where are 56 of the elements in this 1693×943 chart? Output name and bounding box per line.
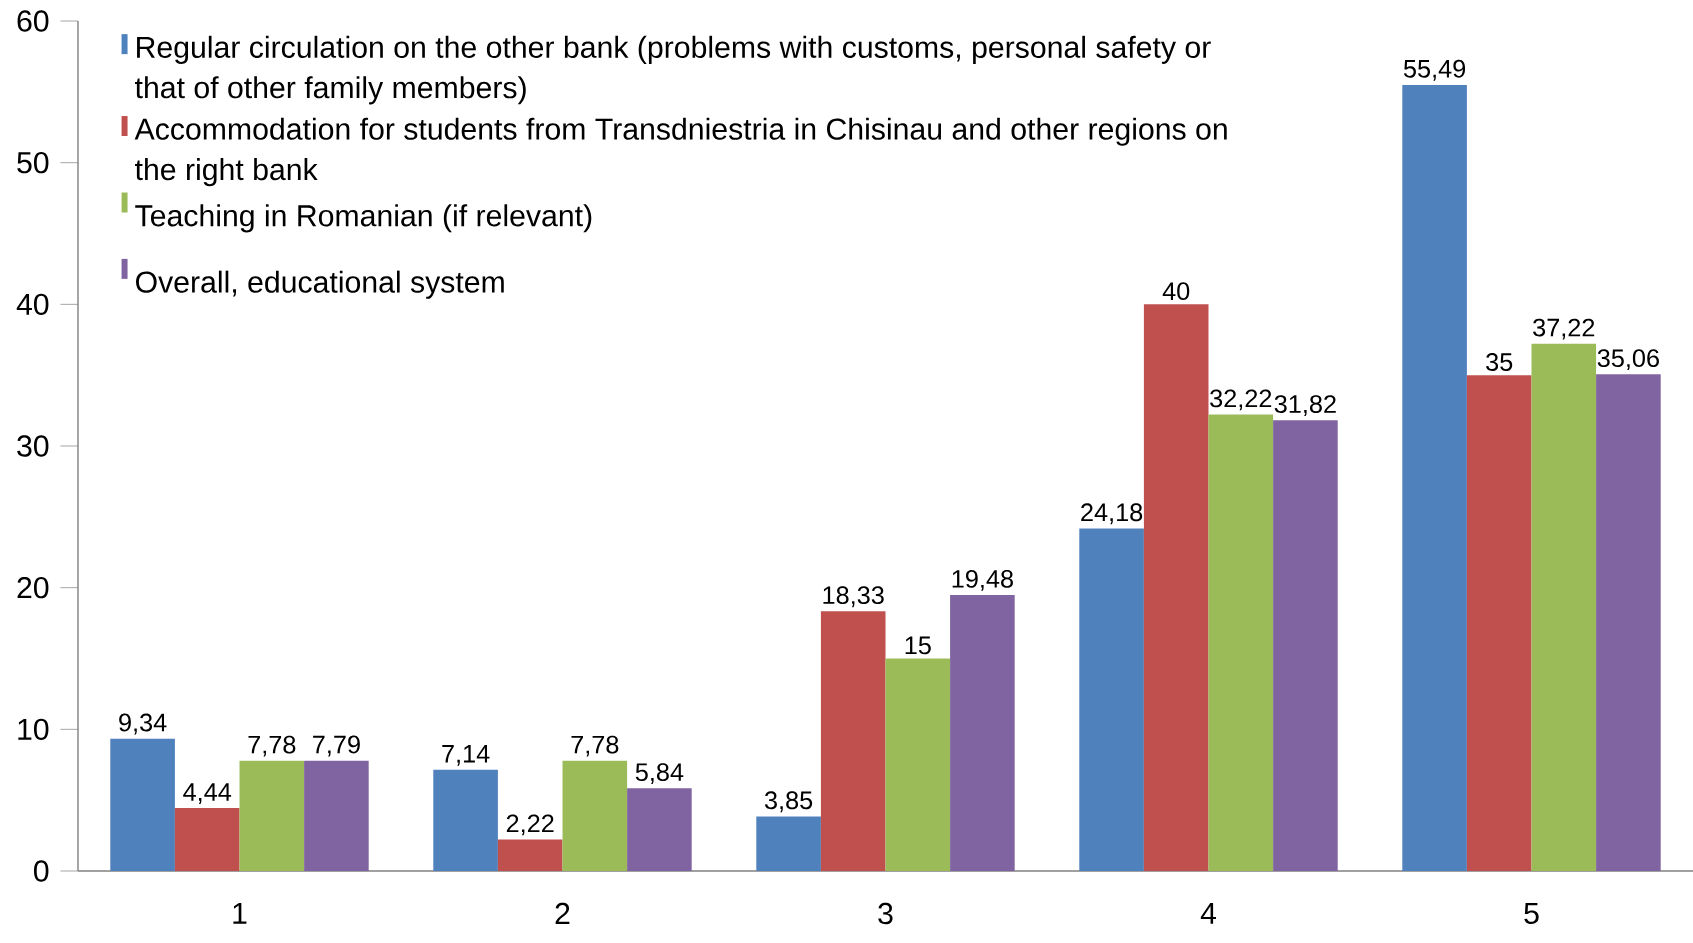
bar [304,760,369,872]
bar [433,769,498,872]
bar [1402,84,1467,872]
bar [110,738,175,872]
data-label: 35,06 [1597,349,1659,371]
bar [174,808,240,872]
data-label: 40 [1162,282,1190,301]
x-tick-label: 3 [878,902,893,925]
y-tick-label: 60 [17,10,49,32]
y-tick-label: 10 [18,718,49,741]
data-label: 7,14 [442,744,490,766]
data-label: 3,85 [764,791,813,813]
data-label: 15 [905,636,931,655]
data-label: 35 [1486,353,1513,371]
x-tick-label: 2 [555,902,570,924]
x-tick-label: 5 [1524,902,1539,924]
data-label: 2,22 [506,814,554,836]
legend-label: Accommodation for students from Transdniestria in Chisinau and other regions on the right bank [134,117,1227,187]
data-label: 9,34 [119,713,167,735]
bar [885,658,951,872]
bar [239,760,305,872]
y-tick-label: 50 [17,151,49,174]
bar [1079,528,1144,872]
bar [627,788,692,872]
legend-label: Overall, educational system [136,270,504,299]
data-label: 7,78 [248,735,296,757]
data-label: 32,22 [1210,389,1272,411]
data-label: 5,84 [635,763,684,785]
data-label: 24,18 [1081,503,1143,525]
x-tick-label: 1 [233,902,247,924]
data-label: 18,33 [823,586,884,608]
bar [950,595,1015,872]
bar [562,760,628,872]
data-label: 7,79 [313,735,360,757]
data-label: 7,78 [571,735,619,757]
y-tick-label: 0 [34,860,49,882]
bar [497,839,563,872]
data-label: 55,49 [1403,59,1466,81]
bar [756,816,821,872]
bar [1273,420,1338,872]
x-tick-label: 4 [1200,902,1217,924]
data-label: 31,82 [1274,395,1336,417]
bar [820,611,886,872]
bar [1531,343,1597,872]
y-tick-label: 40 [16,293,49,316]
data-label: 4,44 [183,783,232,804]
legend-label: Regular circulation on the other bank (problems with customs, personal safety or that of other family members) [135,35,1211,105]
bar [1143,304,1209,872]
y-tick-label: 30 [17,435,49,457]
y-tick-label: 20 [17,576,49,599]
data-label: 19,48 [952,569,1013,591]
bar [1596,374,1661,872]
bar [1466,375,1532,872]
bar [1208,414,1274,872]
legend-label: Teaching in Romanian (if relevant) [135,204,592,233]
data-label: 37,22 [1533,318,1595,340]
